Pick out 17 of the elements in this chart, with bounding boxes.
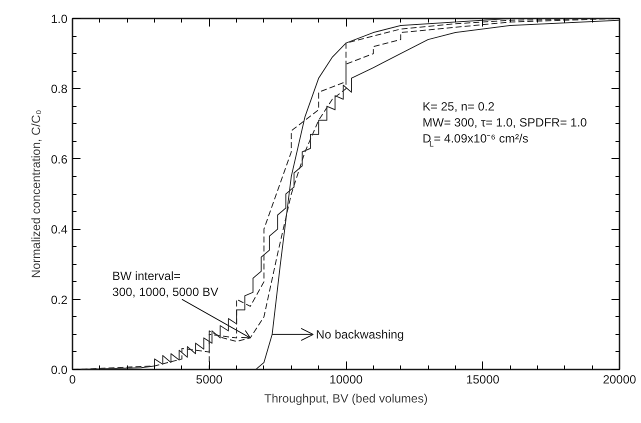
x-axis-title: Throughput, BV (bed volumes) — [264, 392, 428, 406]
y-axis-title: Normalized concentration, C/C₀ — [28, 110, 43, 278]
x-tick-label: 10000 — [329, 372, 364, 386]
y-tick-label: 0.4 — [50, 222, 68, 237]
y-tick-label: 1.0 — [50, 12, 68, 26]
annotation: No backwashing — [316, 327, 404, 342]
x-tick-label: 0 — [69, 372, 76, 386]
y-tick-label: 0.0 — [50, 363, 68, 377]
y-tick-label: 0.6 — [50, 152, 68, 166]
x-tick-label: 20000 — [602, 372, 637, 386]
x-tick-label: 15000 — [466, 372, 500, 386]
x-tick-label: 5000 — [196, 372, 223, 386]
annotation: BW interval= 300, 1000, 5000 BV — [112, 268, 218, 299]
annotation: K= 25, n= 0.2 — [422, 100, 495, 114]
y-tick-label: 0.8 — [50, 82, 68, 96]
annotation: MW= 300, τ= 1.0, SPDFR= 1.0 — [422, 116, 588, 130]
y-tick-label: 0.2 — [50, 292, 68, 307]
